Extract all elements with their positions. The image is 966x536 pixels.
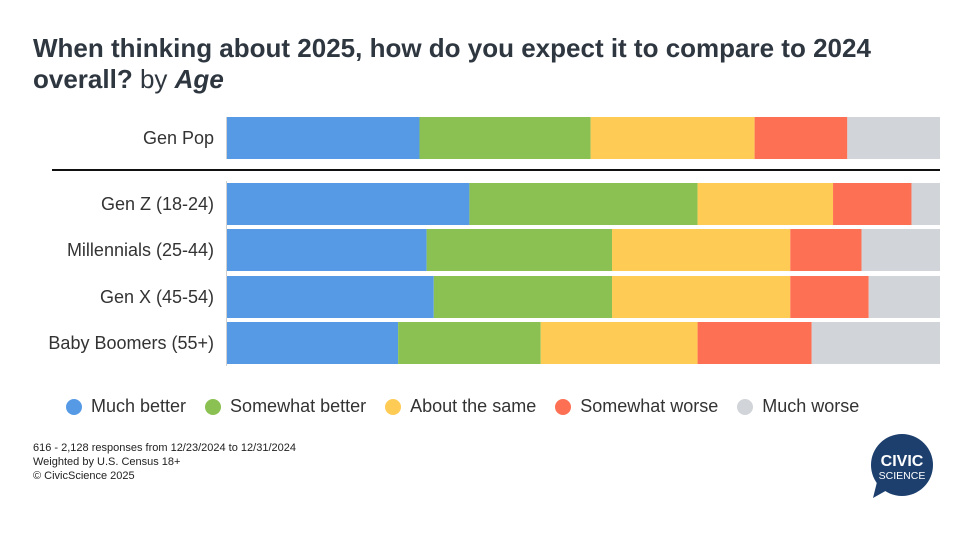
bar-segment bbox=[426, 229, 613, 271]
bar-segment bbox=[612, 229, 791, 271]
bar-segment bbox=[697, 183, 834, 225]
title-by: by bbox=[139, 64, 168, 94]
legend-swatch bbox=[66, 398, 82, 415]
footer-weighting: Weighted by U.S. Census 18+ bbox=[33, 456, 181, 468]
category-label: Gen Z (18-24) bbox=[101, 194, 214, 214]
bar-segment bbox=[227, 229, 427, 271]
legend-item: Much worse bbox=[737, 396, 859, 417]
bar-segment bbox=[697, 322, 812, 364]
bar-segment bbox=[811, 322, 940, 364]
bar-segment bbox=[398, 322, 541, 364]
chart-title: When thinking about 2025, how do you exp… bbox=[33, 33, 933, 95]
title-dimension: Age bbox=[174, 64, 224, 94]
bar-segment bbox=[227, 276, 434, 318]
legend-swatch bbox=[737, 398, 754, 415]
legend-label: Somewhat worse bbox=[580, 396, 719, 416]
category-label: Gen Pop bbox=[143, 128, 214, 148]
legend-label: About the same bbox=[410, 396, 537, 416]
title-main: When thinking about 2025, how do you exp… bbox=[33, 33, 871, 94]
bar-segment bbox=[911, 183, 940, 225]
legend: Much better Somewhat better About the same… bbox=[66, 396, 878, 417]
footer-responses: 616 - 2,128 responses from 12/23/2024 to… bbox=[33, 442, 296, 454]
logo-text-science: SCIENCE bbox=[879, 470, 926, 482]
bar-segment bbox=[754, 117, 848, 159]
bar-segment bbox=[790, 229, 862, 271]
bar-segment bbox=[868, 276, 940, 318]
bar-segment bbox=[590, 117, 755, 159]
legend-label: Much worse bbox=[762, 396, 860, 416]
logo-tail bbox=[873, 482, 889, 498]
legend-swatch bbox=[555, 398, 572, 415]
legend-label: Somewhat better bbox=[230, 396, 367, 416]
legend-label: Much better bbox=[91, 396, 187, 416]
legend-item: Somewhat better bbox=[205, 396, 366, 417]
category-label: Baby Boomers (55+) bbox=[48, 333, 214, 353]
bar-segment bbox=[847, 117, 940, 159]
legend-swatch bbox=[385, 398, 402, 415]
stacked-bar-chart: Gen Pop Gen Z (18-24) Millennials (25-44) G… bbox=[48, 117, 940, 366]
footer: 616 - 2,128 responses from 12/23/2024 to… bbox=[33, 441, 296, 483]
logo-text-civic: CIVIC bbox=[881, 453, 924, 470]
bar-segment bbox=[227, 322, 399, 364]
bar-segment bbox=[227, 117, 420, 159]
category-label: Millennials (25-44) bbox=[67, 240, 214, 260]
legend-item: Much better bbox=[66, 396, 186, 417]
legend-item: About the same bbox=[385, 396, 536, 417]
logo-circle bbox=[871, 434, 933, 496]
bar-segment bbox=[790, 276, 869, 318]
bar-segment bbox=[833, 183, 912, 225]
bar-segment bbox=[469, 183, 698, 225]
civicscience-logo: CIVIC SCIENCE bbox=[871, 434, 933, 498]
legend-item: Somewhat worse bbox=[555, 396, 718, 417]
footer-copyright: © CivicScience 2025 bbox=[33, 470, 135, 482]
category-label: Gen X (45-54) bbox=[100, 287, 214, 307]
bar-segment bbox=[540, 322, 698, 364]
bar-segment bbox=[419, 117, 591, 159]
bar-segment bbox=[227, 183, 470, 225]
bar-segment bbox=[861, 229, 940, 271]
legend-swatch bbox=[205, 398, 222, 415]
bar-segment bbox=[612, 276, 791, 318]
bar-segment bbox=[433, 276, 613, 318]
